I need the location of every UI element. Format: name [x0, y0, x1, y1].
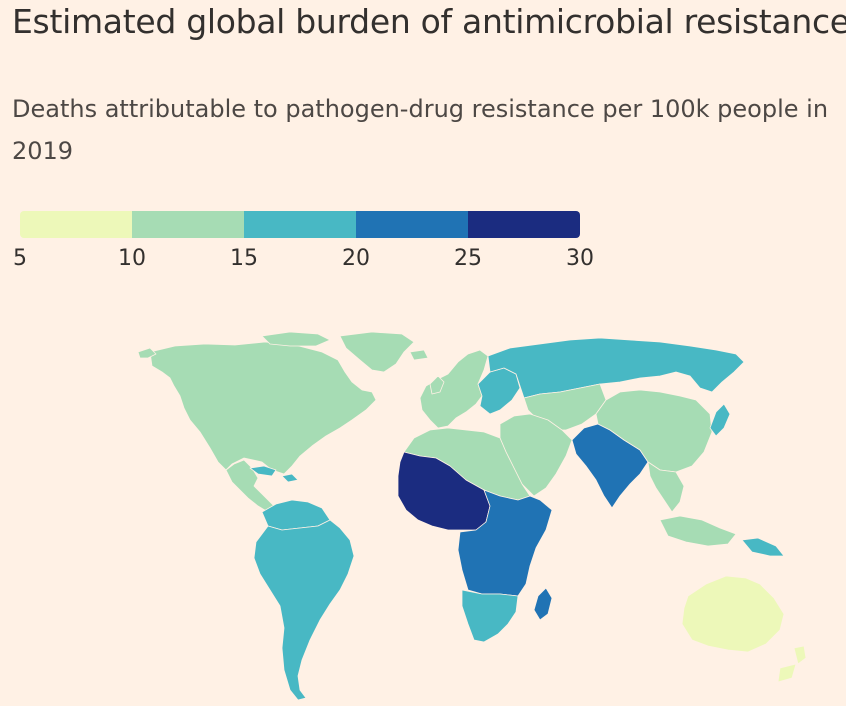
legend-bar	[20, 211, 580, 238]
world-map-svg	[0, 320, 846, 706]
region-madagascar[interactable]	[534, 588, 552, 620]
region-north-america[interactable]	[150, 342, 376, 474]
region-arctic-islands[interactable]	[262, 332, 330, 346]
legend-ticks: 5 10 15 20 25 30	[20, 246, 580, 276]
region-south-america[interactable]	[254, 520, 354, 700]
legend-swatch-20-25	[356, 211, 468, 238]
legend-tick-30: 30	[566, 246, 594, 271]
region-indonesia-philippines[interactable]	[660, 516, 736, 546]
legend-tick-5: 5	[13, 246, 27, 271]
region-caribbean-east[interactable]	[282, 474, 298, 482]
chart-subtitle: Deaths attributable to pathogen-drug res…	[12, 88, 842, 172]
chart-title: Estimated global burden of antimicrobial…	[12, 2, 846, 41]
region-new-zealand[interactable]	[794, 646, 806, 664]
region-japan[interactable]	[710, 404, 730, 436]
legend-swatch-25-30	[468, 211, 580, 238]
region-new-zealand-south[interactable]	[778, 664, 796, 682]
legend-tick-15: 15	[230, 246, 258, 271]
legend-swatch-10-15	[132, 211, 244, 238]
color-legend: 5 10 15 20 25 30	[20, 211, 580, 276]
region-australia[interactable]	[682, 576, 784, 652]
legend-swatch-5-10	[20, 211, 132, 238]
world-map	[0, 320, 846, 706]
region-papua-new-guinea[interactable]	[742, 538, 784, 556]
legend-tick-25: 25	[454, 246, 482, 271]
region-russia[interactable]	[488, 338, 744, 398]
legend-swatch-15-20	[244, 211, 356, 238]
region-western-europe[interactable]	[420, 350, 488, 428]
region-eastern-europe[interactable]	[478, 368, 520, 414]
region-greenland[interactable]	[340, 332, 414, 372]
region-southern-africa[interactable]	[462, 590, 518, 642]
legend-tick-20: 20	[342, 246, 370, 271]
region-iceland[interactable]	[410, 350, 428, 360]
legend-tick-10: 10	[118, 246, 146, 271]
